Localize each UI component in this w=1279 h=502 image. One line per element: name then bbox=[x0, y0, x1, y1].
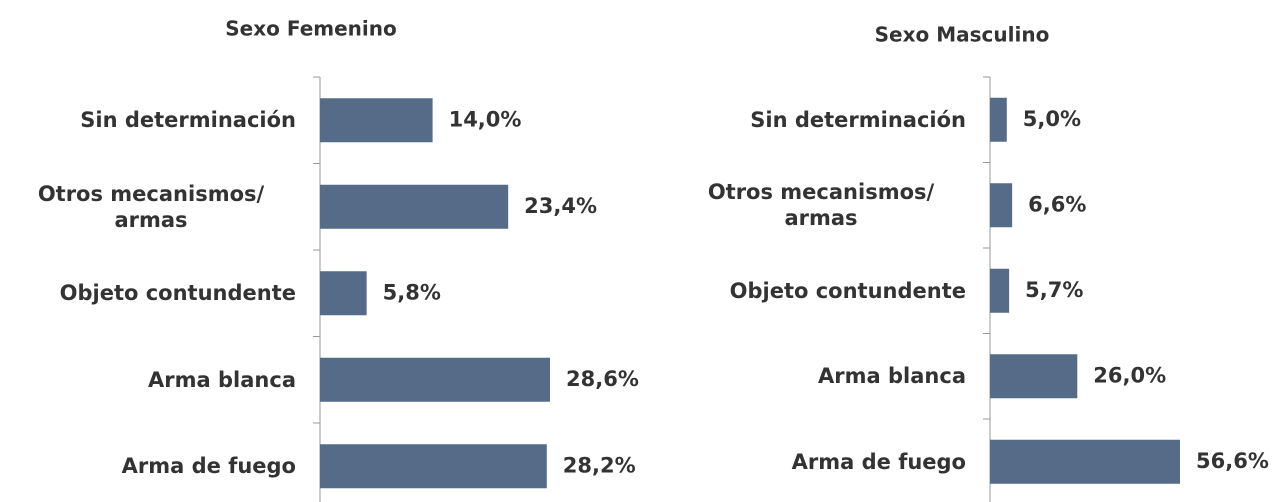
category-label: Otros mecanismos/ armas bbox=[0, 167, 296, 247]
category-text: Arma blanca bbox=[818, 364, 966, 389]
bar bbox=[990, 183, 1013, 228]
bar bbox=[320, 357, 550, 402]
chart-title: Sexo Femenino bbox=[225, 17, 396, 41]
bar bbox=[990, 97, 1007, 142]
category-label: Objeto contundente bbox=[0, 253, 296, 333]
bar bbox=[320, 184, 509, 229]
value-label: 28,6% bbox=[566, 367, 639, 391]
bar bbox=[990, 354, 1078, 399]
category-label: Otros mecanismos/ armas bbox=[666, 165, 966, 245]
value-label: 5,0% bbox=[1023, 107, 1081, 131]
bar bbox=[320, 271, 367, 316]
value-label: 28,2% bbox=[563, 453, 636, 477]
category-label: Arma de fuego bbox=[0, 426, 296, 502]
value-label: 56,6% bbox=[1196, 449, 1269, 473]
category-label: Arma de fuego bbox=[666, 422, 966, 502]
category-label: Objeto contundente bbox=[666, 251, 966, 331]
value-label: 23,4% bbox=[524, 194, 597, 218]
category-text: Sin determinación bbox=[80, 108, 296, 133]
bar bbox=[320, 98, 433, 143]
category-text: Objeto contundente bbox=[729, 278, 966, 303]
value-label: 26,0% bbox=[1093, 363, 1166, 387]
category-text: Otros mecanismos/ armas bbox=[707, 180, 935, 231]
value-label: 5,7% bbox=[1025, 278, 1083, 302]
category-text: Arma de fuego bbox=[791, 449, 966, 474]
bar bbox=[320, 444, 547, 489]
category-label: Sin determinación bbox=[666, 80, 966, 160]
bar bbox=[990, 439, 1180, 484]
chart-title: Sexo Masculino bbox=[875, 23, 1050, 47]
category-label: Arma blanca bbox=[0, 340, 296, 420]
value-label: 6,6% bbox=[1028, 192, 1086, 216]
category-text: Otros mecanismos/ armas bbox=[37, 181, 265, 232]
category-label: Arma blanca bbox=[666, 336, 966, 416]
value-label: 14,0% bbox=[449, 107, 522, 131]
category-text: Sin determinación bbox=[750, 107, 966, 132]
value-label: 5,8% bbox=[383, 280, 441, 304]
bar bbox=[990, 268, 1010, 313]
category-text: Objeto contundente bbox=[59, 281, 296, 306]
category-text: Arma de fuego bbox=[121, 454, 296, 479]
category-label: Sin determinación bbox=[0, 80, 296, 160]
category-text: Arma blanca bbox=[148, 367, 296, 392]
